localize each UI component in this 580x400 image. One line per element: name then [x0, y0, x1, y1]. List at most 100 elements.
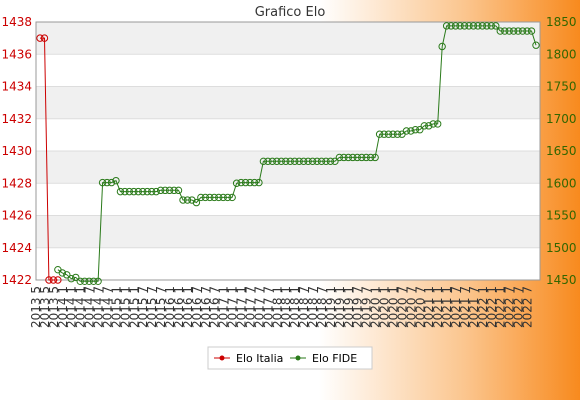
x-tick-label: 2013 5 — [38, 286, 52, 328]
elo-fide-point — [103, 178, 111, 187]
x-tick-label: 2013 5 — [29, 286, 43, 328]
y-right-tick-label: 1800 — [546, 47, 577, 61]
elo-fide-point — [143, 187, 151, 196]
elo-fide-point — [429, 120, 437, 128]
elo-fide-point — [130, 187, 138, 196]
x-tick-label: 2014 7 — [100, 286, 114, 328]
elo-fide-point — [139, 187, 147, 196]
elo-fide-point — [474, 22, 482, 30]
elo-italia-point — [45, 276, 53, 284]
x-tick-label: 2014 1 — [65, 286, 79, 328]
elo-fide-point — [264, 157, 272, 166]
x-tick-label: 2022 7 — [521, 286, 535, 328]
y-left-tick-label: 1424 — [1, 241, 32, 255]
y-left-tick-label: 1422 — [1, 273, 32, 287]
x-tick-label: 2017 7 — [252, 286, 266, 328]
elo-fide-point — [273, 157, 281, 166]
x-tick-label: 2021 7 — [458, 286, 472, 328]
x-tick-label: 2017 1 — [217, 286, 231, 328]
x-tick-label: 2019 1 — [342, 286, 356, 328]
y-right-tick-label: 1650 — [546, 144, 577, 158]
elo-fide-point — [384, 130, 393, 138]
plot-border — [35, 21, 541, 281]
x-tick-label: 2019 7 — [360, 286, 374, 328]
elo-italia-point — [49, 276, 58, 284]
elo-fide-point — [286, 157, 294, 166]
elo-fide-point — [192, 198, 201, 207]
elo-fide-point — [156, 186, 165, 195]
x-tick-label: 2022 7 — [503, 286, 517, 328]
elo-fide-point — [389, 130, 397, 138]
grid-band — [36, 86, 540, 119]
x-tick-label: 2021 1 — [422, 286, 436, 328]
elo-fide-point — [358, 153, 366, 162]
x-tick-label: 2020 1 — [386, 286, 400, 328]
x-tick-label: 2020 7 — [404, 286, 418, 328]
elo-fide-point — [505, 27, 513, 35]
elo-fide-point — [465, 22, 473, 30]
x-tick-label: 2017 7 — [243, 286, 257, 328]
elo-fide-point — [371, 153, 379, 162]
x-tick-label: 2015 1 — [118, 286, 132, 328]
elo-italia-point — [36, 34, 44, 42]
elo-fide-point — [433, 120, 442, 128]
x-tick-label: 2018 7 — [297, 286, 311, 328]
grid-band — [36, 22, 540, 55]
elo-fide-point — [322, 157, 330, 166]
elo-fide-point — [492, 22, 500, 30]
x-tick-label: 2018 7 — [306, 286, 320, 328]
elo-fide-point — [201, 193, 210, 202]
x-tick-label: 2018 1 — [279, 286, 293, 328]
elo-fide-point — [282, 157, 290, 166]
x-tick-label: 2016 7 — [190, 286, 204, 328]
x-tick-label: 2016 1 — [181, 286, 195, 328]
legend: Elo Italia Elo FIDE — [207, 346, 373, 370]
elo-fide-point — [183, 196, 192, 204]
elo-fide-point — [460, 22, 469, 30]
elo-fide-point — [501, 27, 509, 35]
elo-fide-point — [72, 273, 80, 282]
elo-fide-point — [237, 178, 245, 187]
elo-fide-point — [375, 130, 384, 138]
elo-fide-point — [98, 178, 107, 187]
x-tick-label: 2022 1 — [476, 286, 490, 328]
elo-fide-point — [532, 41, 540, 49]
elo-fide-point — [80, 277, 89, 285]
elo-fide-point — [94, 277, 102, 285]
elo-fide-point — [174, 186, 183, 195]
elo-fide-point — [197, 193, 205, 202]
y-right-tick-label: 1550 — [546, 209, 577, 223]
elo-fide-point — [447, 22, 455, 30]
elo-fide-point — [393, 130, 402, 138]
elo-fide-point — [85, 277, 93, 285]
x-tick-label: 2020 7 — [395, 286, 409, 328]
y-right-tick-label: 1850 — [546, 15, 577, 29]
elo-fide-point — [152, 187, 160, 196]
elo-fide-point — [438, 42, 446, 51]
elo-fide-point — [67, 275, 75, 283]
elo-fide-point — [165, 186, 174, 195]
elo-fide-point — [411, 126, 420, 134]
elo-fide-point — [478, 22, 487, 30]
elo-fide-point — [134, 187, 143, 196]
x-tick-label: 2020 7 — [413, 286, 427, 328]
x-tick-label: 2014 1 — [74, 286, 88, 328]
elo-fide-point — [308, 157, 317, 166]
x-tick-label: 2015 7 — [145, 286, 159, 328]
x-tick-label: 2021 1 — [431, 286, 445, 328]
elo-fide-point — [317, 157, 326, 166]
y-right-tick-label: 1600 — [546, 176, 577, 190]
x-tick-label: 2019 7 — [351, 286, 365, 328]
elo-fide-point — [63, 271, 71, 279]
elo-fide-point — [469, 22, 478, 30]
x-tick-label: 2022 7 — [512, 286, 526, 328]
elo-fide-point — [335, 153, 344, 162]
x-tick-label: 2022 1 — [494, 286, 508, 328]
elo-fide-point — [496, 27, 504, 35]
elo-italia-point — [40, 34, 49, 42]
y-left-tick-label: 1436 — [1, 47, 32, 61]
elo-fide-point — [509, 27, 518, 35]
x-tick-label: 2018 1 — [270, 286, 284, 328]
elo-fide-point — [232, 179, 241, 187]
